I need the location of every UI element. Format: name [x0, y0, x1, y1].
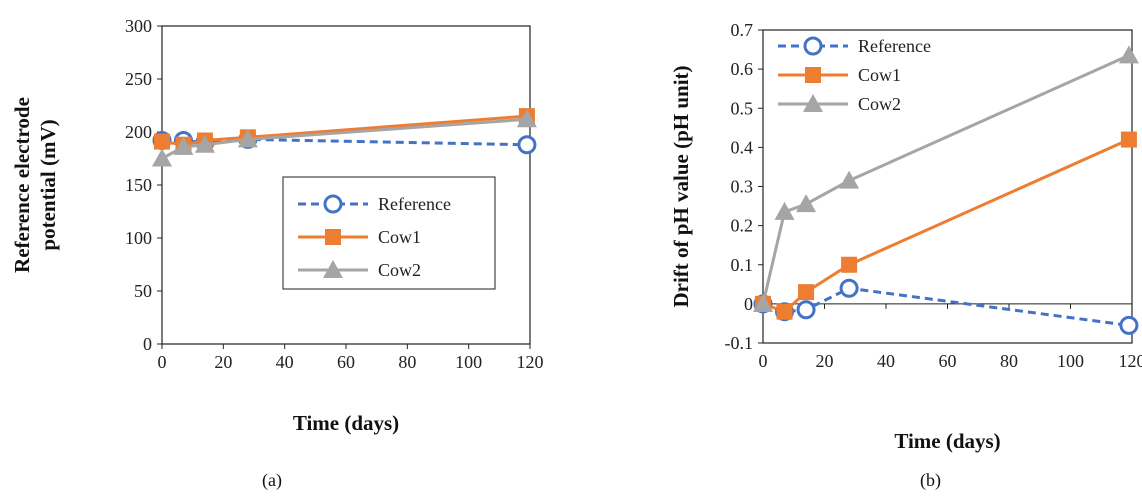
series-line-cow1 — [762, 138, 1130, 314]
legend-marker-cow2 — [803, 94, 823, 112]
x-tick-label: 0 — [158, 352, 167, 372]
y-tick-label: 0 — [143, 334, 152, 354]
data-point-reference — [796, 300, 816, 320]
y-tick-label: 0.3 — [731, 177, 754, 197]
legend-marker-cow1 — [805, 67, 821, 83]
panel-label-b: (b) — [920, 470, 941, 490]
chart-a-svg: 0 50 100 150 200 250 300 0 20 40 60 80 100 120 Time (d… — [10, 16, 544, 435]
legend-label-cow2: Cow2 — [378, 260, 421, 280]
x-tick-label: 20 — [214, 352, 232, 372]
legend-label-reference: Reference — [858, 36, 931, 56]
data-point-cow2 — [173, 136, 194, 155]
data-point-cow1 — [776, 303, 793, 320]
x-tick-label: 120 — [1119, 351, 1142, 371]
y-tick-label: 0 — [744, 294, 753, 314]
data-point-cow2 — [237, 129, 258, 148]
chart-panel-b: -0.1 0 0.1 0.2 0.3 0.4 0.5 0.6 0.7 0 20 40 60 80 100 12… — [570, 0, 1142, 498]
panel-label-a: (a) — [262, 470, 282, 490]
legend-label-cow2: Cow2 — [858, 94, 901, 114]
y-axis-label: Reference electrode — [10, 97, 34, 273]
series-line-cow2 — [761, 54, 1130, 305]
y-tick-label: 100 — [125, 228, 152, 248]
y-tick-label: 0.2 — [731, 216, 754, 236]
x-axis-label: Time (days) — [293, 411, 399, 435]
legend-label-reference: Reference — [378, 194, 451, 214]
series-line-reference — [762, 286, 1130, 327]
legend-label-cow1: Cow1 — [378, 227, 421, 247]
data-point-cow2 — [774, 201, 795, 220]
series-cow2 — [152, 109, 537, 167]
data-point-cow2 — [753, 293, 773, 312]
legend-marker-reference — [323, 194, 343, 214]
legend-marker-cow2 — [323, 260, 343, 278]
data-point-cow2 — [194, 134, 215, 153]
legend-marker-cow1 — [325, 229, 341, 245]
y-tick-label: 0.1 — [731, 255, 754, 275]
y-tick-label: 50 — [134, 281, 152, 301]
legend: Reference Cow1 Cow2 — [282, 176, 496, 290]
data-point-cow1 — [841, 256, 858, 273]
data-point-reference — [517, 135, 537, 155]
y-tick-label: 150 — [125, 175, 152, 195]
x-tick-label: 100 — [455, 352, 482, 372]
data-point-cow1 — [154, 133, 170, 150]
data-point-cow2 — [1118, 45, 1139, 64]
legend-label-cow1: Cow1 — [858, 65, 901, 85]
x-tick-label: 60 — [337, 352, 355, 372]
y-tick-label: 0.4 — [731, 137, 754, 157]
x-axis-label: Time (days) — [894, 429, 1000, 453]
legend-marker-reference — [803, 36, 823, 56]
data-point-cow2 — [839, 170, 860, 189]
y-tick-label: 300 — [125, 16, 152, 36]
series-cow2 — [753, 45, 1139, 312]
x-tick-label: 40 — [877, 351, 895, 371]
x-tick-label: 80 — [1000, 351, 1018, 371]
y-tick-label: -0.1 — [725, 333, 754, 353]
y-tick-label: 0.6 — [731, 59, 754, 79]
y-tick-label: 0.7 — [731, 20, 754, 40]
y-tick-label: 250 — [125, 69, 152, 89]
data-point-cow1 — [1120, 131, 1137, 148]
chart-b-svg: -0.100.10.20.30.40.50.60.70 20 40 60 80 100 12… — [669, 20, 1142, 453]
series-cow1 — [755, 131, 1137, 320]
data-point-reference — [839, 278, 859, 298]
legend: Reference Cow1 Cow2 — [778, 36, 931, 114]
x-tick-label: 80 — [398, 352, 416, 372]
x-tick-label: 100 — [1057, 351, 1084, 371]
data-point-reference — [1119, 315, 1139, 335]
x-tick-label: 120 — [517, 352, 544, 372]
x-tick-label: 0 — [759, 351, 768, 371]
data-point-cow2 — [516, 109, 537, 128]
data-point-cow1 — [798, 284, 815, 301]
x-tick-label: 40 — [276, 352, 294, 372]
data-point-cow2 — [796, 194, 817, 213]
data-point-cow2 — [152, 148, 172, 167]
y-axis-label: potential (mV) — [36, 119, 60, 250]
y-tick-label: 0.5 — [731, 98, 754, 118]
x-tick-label: 60 — [939, 351, 957, 371]
chart-panel-a: 0 50 100 150 200 250 300 0 20 40 60 80 100 120 Time (d… — [0, 0, 560, 498]
y-axis-label: Drift of pH value (pH unit) — [669, 65, 693, 307]
x-tick-label: 20 — [816, 351, 834, 371]
y-tick-label: 200 — [125, 122, 152, 142]
